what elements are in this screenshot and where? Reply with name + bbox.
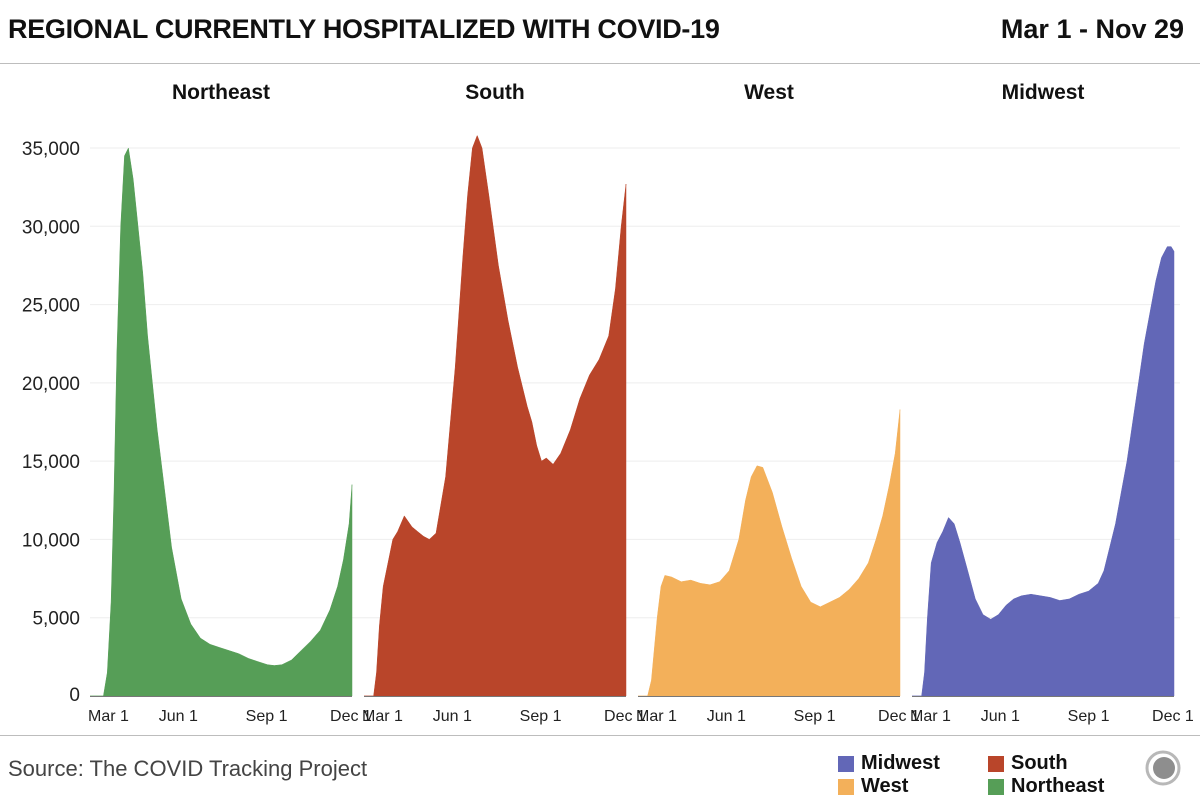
x-tick-label: Dec 1 — [1152, 708, 1194, 725]
panel-title-west: West — [744, 81, 794, 104]
y-tick-label: 10,000 — [22, 530, 80, 551]
x-tick-label: Mar 1 — [636, 708, 677, 725]
chart-area: 0 5,000 10,000 15,000 20,000 25,000 30,000 35,0… — [22, 81, 1194, 725]
area-series-south — [364, 134, 627, 697]
legend-item-northeast: Northeast — [988, 775, 1104, 798]
x-tick-label: Jun 1 — [707, 708, 746, 725]
chart-header: REGIONAL CURRENTLY HOSPITALIZED WITH COV… — [0, 0, 1200, 64]
y-tick-label: 20,000 — [22, 374, 80, 395]
legend-label-northeast: Northeast — [1011, 775, 1105, 797]
panel-title-midwest: Midwest — [1002, 81, 1085, 104]
legend-swatch-south — [988, 755, 1004, 772]
x-tick-label: Jun 1 — [159, 708, 198, 725]
area-series-northeast — [90, 147, 353, 697]
panel-title-south: South — [465, 81, 524, 104]
panel-title-northeast: Northeast — [172, 81, 270, 104]
chart-footer: Source: The COVID Tracking Project Midwe… — [0, 735, 1200, 799]
chart-title: REGIONAL CURRENTLY HOSPITALIZED WITH COV… — [8, 14, 720, 44]
legend-item-midwest: Midwest — [838, 752, 940, 775]
y-tick-label: 0 — [69, 685, 80, 706]
y-tick-label: 5,000 — [32, 609, 80, 630]
x-tick-label: Sep 1 — [794, 708, 836, 725]
legend-label-midwest: Midwest — [861, 752, 940, 774]
legend-swatch-northeast — [988, 778, 1004, 795]
x-tick-label: Dec 1 — [330, 708, 372, 725]
source-note: Source: The COVID Tracking Project — [8, 756, 368, 781]
x-tick-label: Sep 1 — [1068, 708, 1110, 725]
y-tick-label: 25,000 — [22, 296, 80, 317]
x-tick-label: Mar 1 — [88, 708, 129, 725]
x-tick-label: Jun 1 — [981, 708, 1020, 725]
x-tick-label: Mar 1 — [910, 708, 951, 725]
legend-swatch-west — [838, 778, 854, 795]
legend-label-south: South — [1011, 752, 1068, 774]
y-tick-label: 30,000 — [22, 217, 80, 238]
x-tick-label: Mar 1 — [362, 708, 403, 725]
x-tick-label: Sep 1 — [520, 708, 562, 725]
y-tick-label: 15,000 — [22, 452, 80, 473]
x-tick-label: Dec 1 — [878, 708, 920, 725]
legend-label-west: West — [861, 775, 909, 797]
area-series-midwest — [912, 246, 1175, 697]
x-tick-label: Dec 1 — [604, 708, 646, 725]
x-tick-label: Sep 1 — [246, 708, 288, 725]
x-tick-label: Jun 1 — [433, 708, 472, 725]
y-tick-label: 35,000 — [22, 139, 80, 160]
legend-item-west: West — [838, 775, 908, 798]
covid-tracking-project-logo — [1145, 750, 1181, 786]
legend-swatch-midwest — [838, 755, 854, 772]
date-range: Mar 1 - Nov 29 — [1000, 14, 1184, 44]
area-series-west — [638, 409, 901, 697]
legend-item-south: South — [988, 752, 1068, 775]
